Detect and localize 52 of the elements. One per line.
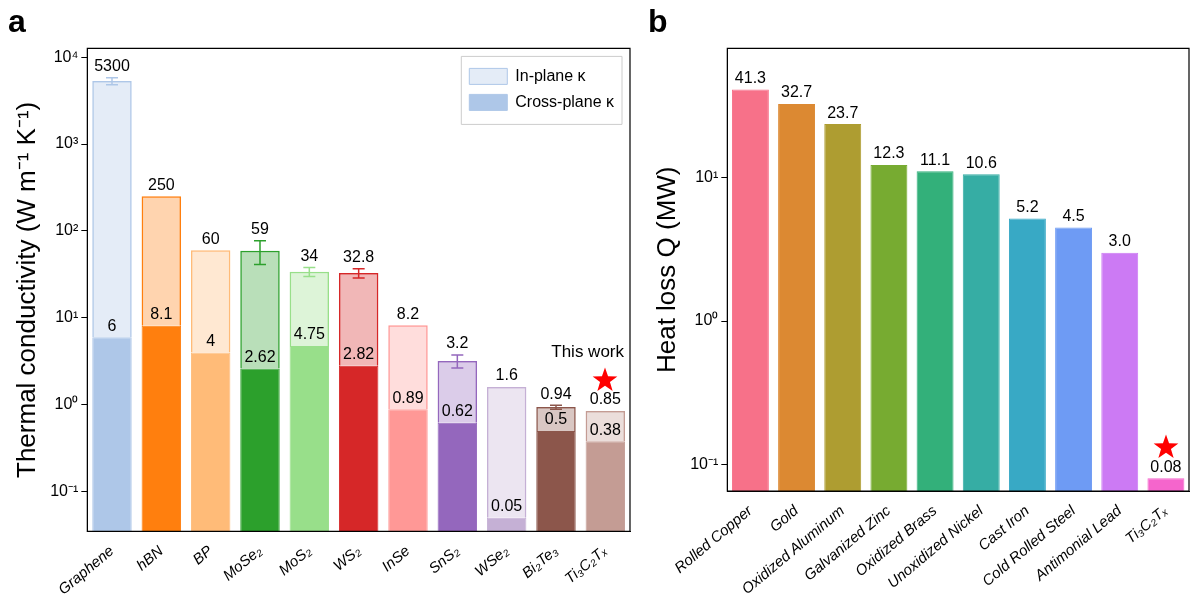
data-label: 4.5: [1062, 206, 1085, 224]
data-label: 8.1: [150, 305, 173, 323]
total-label: 0.85: [589, 390, 621, 408]
total-label: 34: [300, 246, 319, 264]
total-label: 3.2: [446, 334, 469, 352]
x-tick-label: InSe: [378, 541, 413, 575]
data-label: 12.3: [873, 144, 905, 162]
data-label: 41.3: [734, 68, 767, 86]
data-label: 3.0: [1108, 232, 1131, 250]
total-label: 60: [201, 229, 220, 247]
data-label: 0.05: [491, 497, 523, 515]
data-label: 2.62: [244, 347, 276, 365]
total-label: 32.8: [343, 248, 375, 266]
y-axis-title: Thermal conductivity (W m⁻¹ K⁻¹): [10, 101, 41, 478]
data-label: 4.75: [293, 325, 325, 343]
data-label: 6: [107, 316, 117, 334]
data-label: 4: [206, 331, 216, 349]
legend-label: Cross-plane κ: [515, 92, 615, 110]
total-label: 1.6: [495, 366, 518, 384]
x-tick-label: BP: [189, 541, 216, 568]
data-label: 10.6: [965, 153, 997, 171]
total-label: 59: [251, 220, 269, 238]
data-label: 23.7: [827, 103, 859, 121]
annotation: This work: [551, 342, 625, 362]
data-label: 0.5: [544, 410, 568, 428]
data-label: 5.2: [1016, 197, 1039, 215]
y-tick-label: 10⁻¹: [690, 454, 719, 472]
legend-label: In-plane κ: [515, 66, 587, 84]
chart-title: a: [8, 3, 26, 40]
x-tick-label: WS₂: [329, 541, 364, 574]
data-label: 32.7: [781, 83, 813, 101]
data-label: 11.1: [920, 150, 951, 168]
y-tick-label: 10⁰: [54, 395, 79, 413]
x-tick-label: SnS₂: [424, 541, 463, 577]
total-label: 0.94: [540, 384, 572, 402]
y-tick-label: 10¹: [55, 308, 79, 326]
data-label: 2.82: [343, 345, 375, 363]
y-tick-label: 10⁻¹: [50, 482, 79, 500]
data-label: 0.62: [441, 402, 473, 420]
total-label: 5300: [94, 57, 130, 75]
y-tick-label: 10⁰: [694, 311, 719, 329]
y-axis-title: Heat loss Q (MW): [650, 166, 681, 374]
y-tick-label: 10³: [55, 134, 79, 152]
y-tick-label: 10¹: [695, 168, 719, 186]
data-label: 0.08: [1150, 457, 1182, 475]
y-tick-label: 10⁴: [53, 47, 79, 65]
y-tick-label: 10²: [55, 221, 79, 239]
data-label: 0.89: [392, 388, 424, 406]
total-label: 250: [147, 175, 175, 193]
total-label: 8.2: [396, 304, 420, 322]
data-label: 0.38: [589, 420, 621, 438]
chart-title: b: [648, 3, 668, 40]
